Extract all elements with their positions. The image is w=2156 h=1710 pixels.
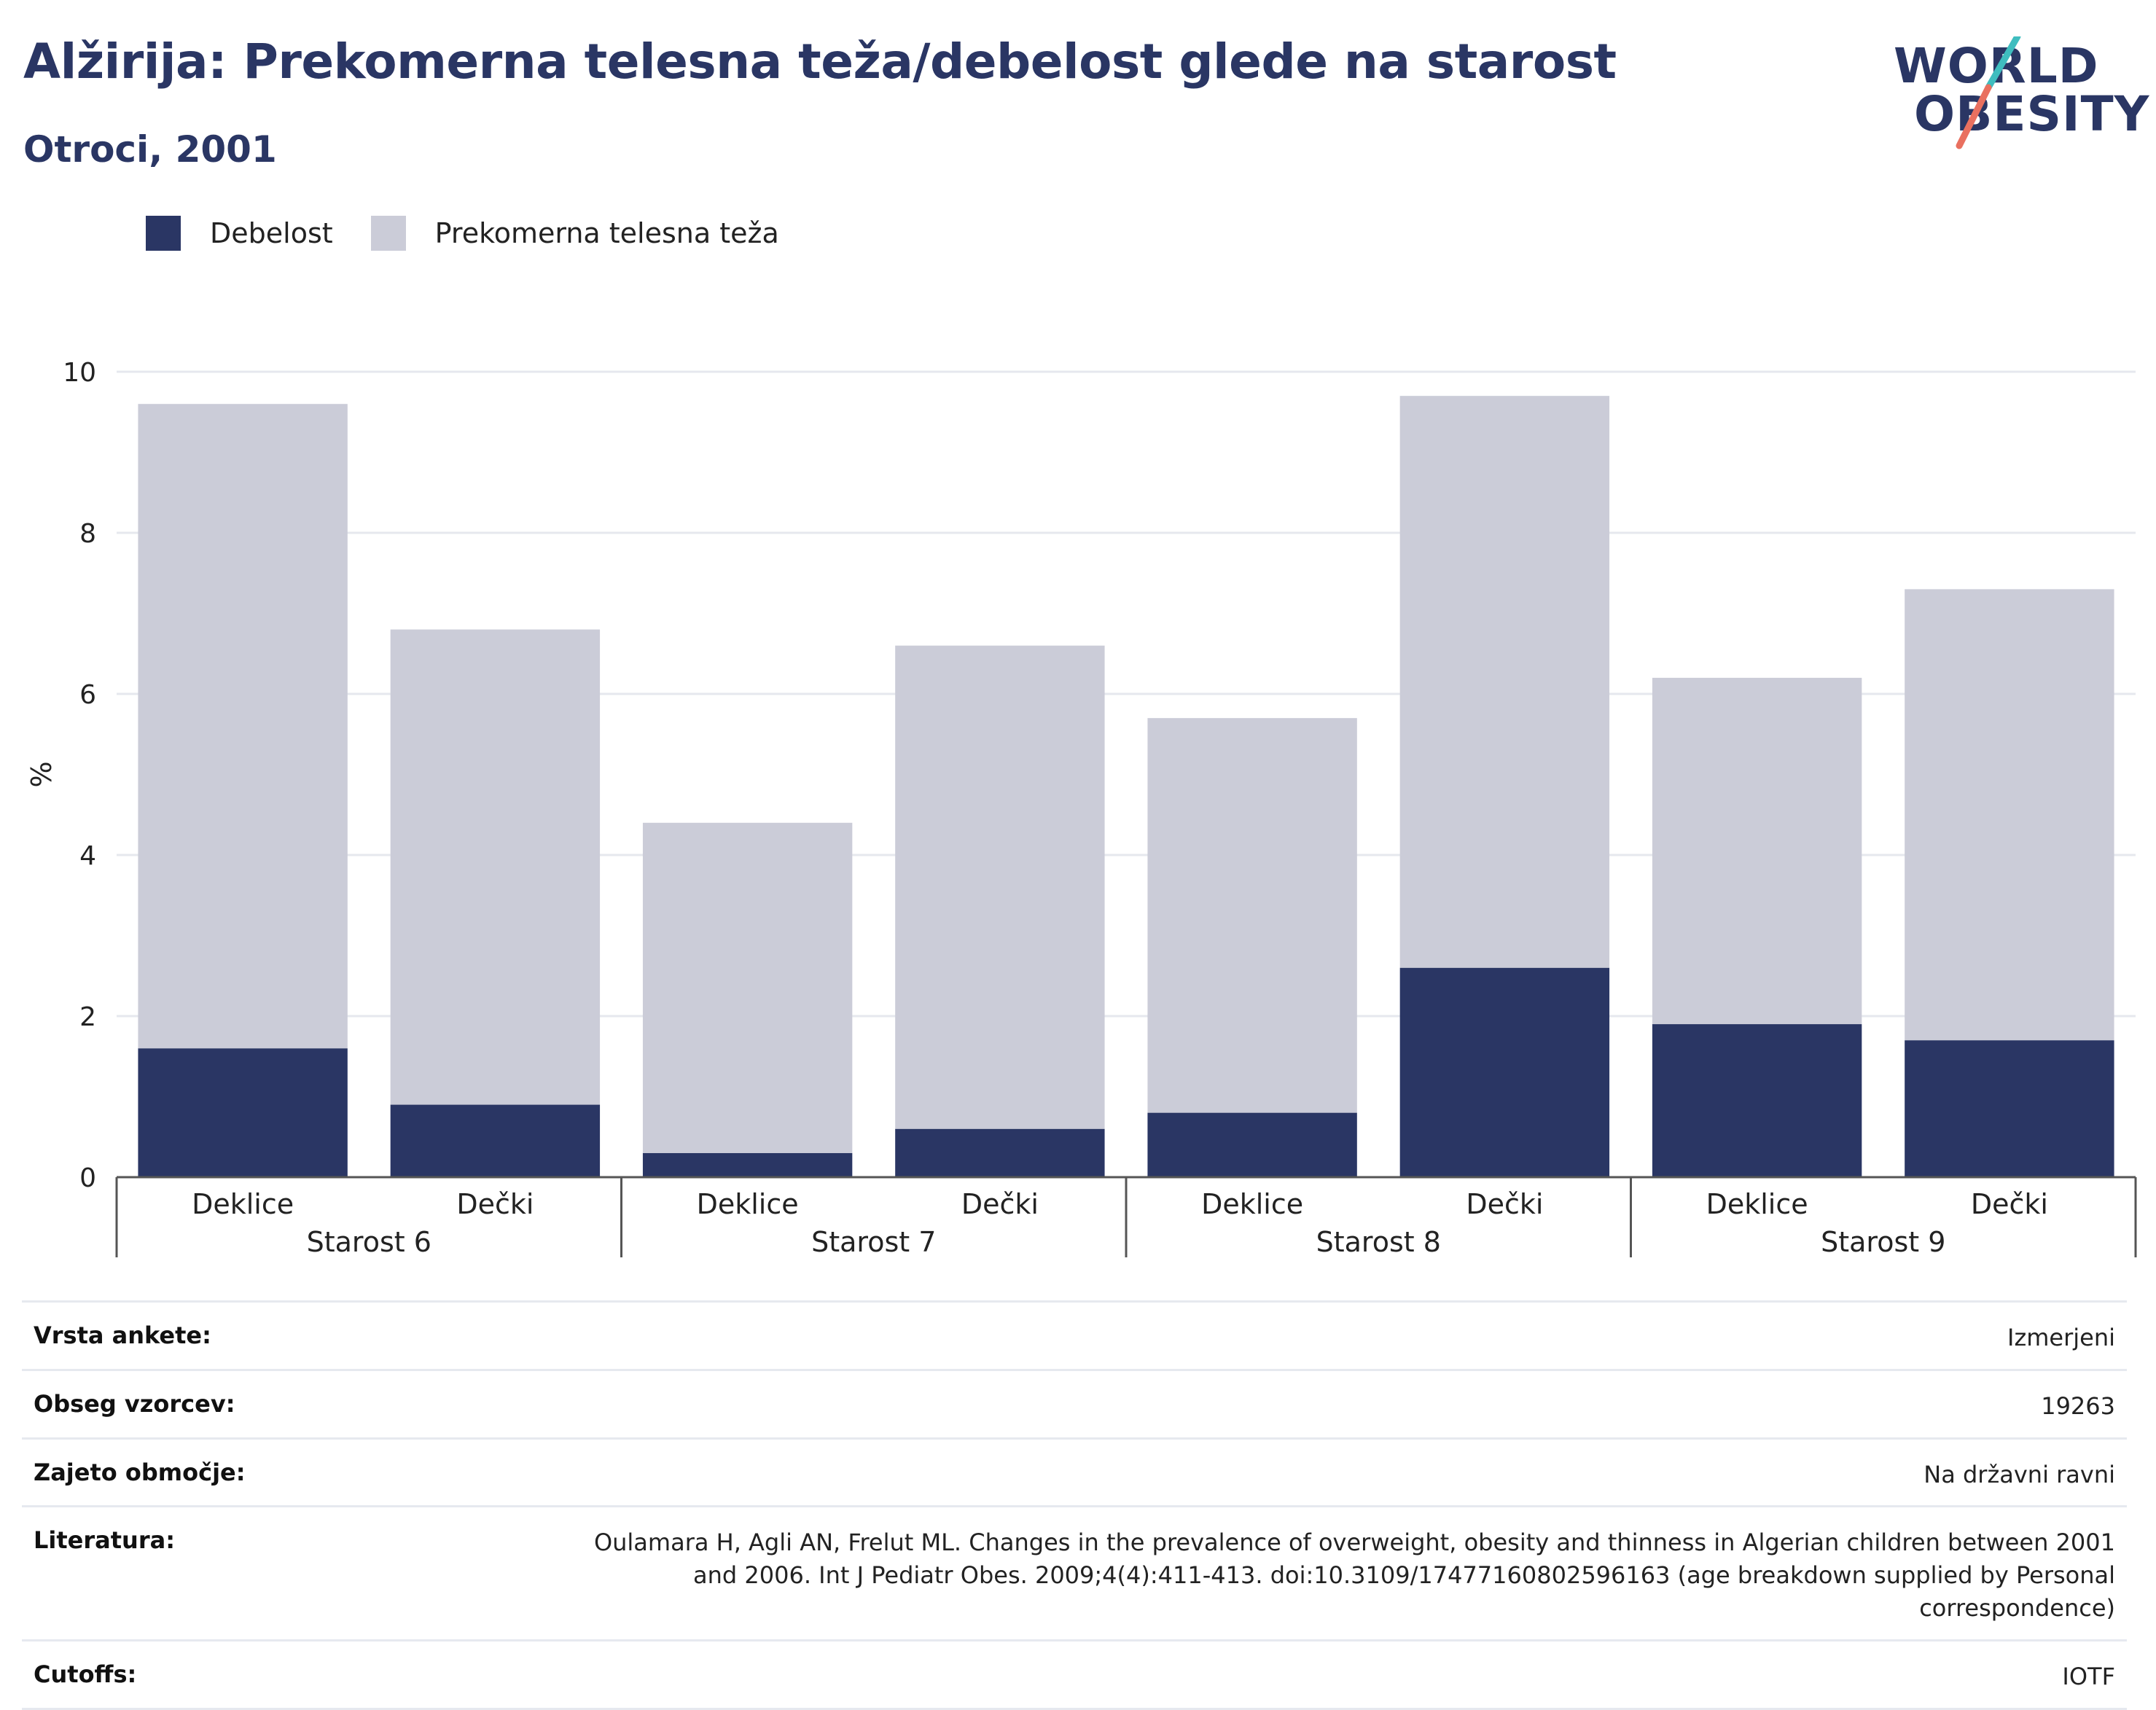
meta-label: Obseg vzorcev:: [34, 1389, 235, 1418]
x-tick-label: Deklice: [1706, 1188, 1808, 1220]
bar-obesity: [138, 1048, 348, 1177]
survey-info-table: Vrsta ankete: Izmerjeni Obseg vzorcev: 1…: [22, 1300, 2127, 1710]
bar-overweight: [1905, 589, 2114, 1041]
y-tick-label: 0: [79, 1163, 96, 1193]
bar-obesity: [1399, 967, 1610, 1177]
bar-overweight: [642, 822, 853, 1153]
group-label: Starost 9: [1821, 1226, 1945, 1258]
bar-obesity: [1652, 1024, 1862, 1177]
bar-obesity: [1147, 1112, 1357, 1177]
chart-title: Alžirija: Prekomerna telesna teža/debelo…: [23, 34, 1617, 90]
legend-swatch-overweight: [370, 216, 406, 251]
x-tick-label: Deklice: [697, 1188, 799, 1220]
meta-value: Oulamara H, Agli AN, Frelut ML. Changes …: [593, 1529, 2115, 1622]
logo-slash-icon: [1956, 36, 2021, 149]
meta-value: IOTF: [2062, 1662, 2115, 1690]
legend-item-overweight[interactable]: Prekomerna telesna teža: [370, 216, 779, 251]
legend-item-obesity[interactable]: Debelost: [146, 216, 333, 251]
bar-obesity: [1905, 1040, 2114, 1177]
y-tick-label: 2: [79, 1002, 96, 1032]
meta-value: 19263: [2041, 1391, 2115, 1420]
meta-row-reference: Literatura: Oulamara H, Agli AN, Frelut …: [22, 1505, 2127, 1639]
meta-row-survey-type: Vrsta ankete: Izmerjeni: [22, 1300, 2127, 1369]
meta-row-area-covered: Zajeto območje: Na državni ravni: [22, 1437, 2127, 1506]
bar-overweight: [1652, 677, 1862, 1025]
group-label: Starost 8: [1316, 1226, 1441, 1258]
logo-word-1: WORLD: [1894, 38, 2099, 94]
world-obesity-logo: WORLD OBESITY: [1894, 36, 2149, 160]
bar-overweight: [138, 404, 348, 1049]
legend-swatch-obesity: [146, 216, 181, 251]
meta-label: Zajeto območje:: [34, 1458, 246, 1486]
meta-row-sample-size: Obseg vzorcev: 19263: [22, 1368, 2127, 1437]
bar-obesity: [895, 1128, 1105, 1177]
meta-value: Na državni ravni: [1923, 1460, 2115, 1488]
meta-label: Literatura:: [34, 1526, 175, 1555]
bar-obesity: [642, 1152, 853, 1177]
legend-label-obesity: Debelost: [210, 217, 333, 249]
stacked-bar-chart: 0 2 4 6 8 10% Deklice Dečki Deklice Dečki Deklice D…: [26, 358, 2137, 1258]
y-tick-label: 10: [63, 358, 96, 388]
bar-overweight: [895, 645, 1105, 1129]
x-tick-label: Dečki: [1466, 1188, 1543, 1220]
legend-label-overweight: Prekomerna telesna teža: [434, 217, 779, 249]
x-tick-label: Dečki: [1971, 1188, 2048, 1220]
x-tick-label: Dečki: [456, 1188, 534, 1220]
meta-label: Vrsta ankete:: [34, 1321, 211, 1349]
group-label: Starost 7: [811, 1226, 936, 1258]
x-tick-label: Deklice: [192, 1188, 294, 1220]
y-tick-label: 4: [79, 841, 96, 871]
meta-label: Cutoffs:: [34, 1660, 137, 1688]
x-tick-label: Dečki: [961, 1188, 1039, 1220]
chart-subtitle: Otroci, 2001: [23, 128, 277, 171]
y-tick-label: 6: [79, 680, 96, 710]
x-tick-label: Deklice: [1201, 1188, 1303, 1220]
chart-legend: Debelost Prekomerna telesna teža: [146, 216, 817, 251]
bar-obesity: [390, 1104, 601, 1177]
y-tick-label: 8: [79, 519, 96, 549]
bar-overweight: [1147, 718, 1357, 1113]
meta-row-cutoffs: Cutoffs: IOTF: [22, 1639, 2127, 1710]
group-label: Starost 6: [307, 1226, 431, 1258]
bar-overweight: [1399, 396, 1610, 968]
meta-value: Izmerjeni: [2007, 1324, 2115, 1351]
bar-overweight: [390, 629, 601, 1105]
logo-word-2: OBESITY: [1914, 86, 2150, 142]
y-axis-label: %: [26, 761, 58, 787]
